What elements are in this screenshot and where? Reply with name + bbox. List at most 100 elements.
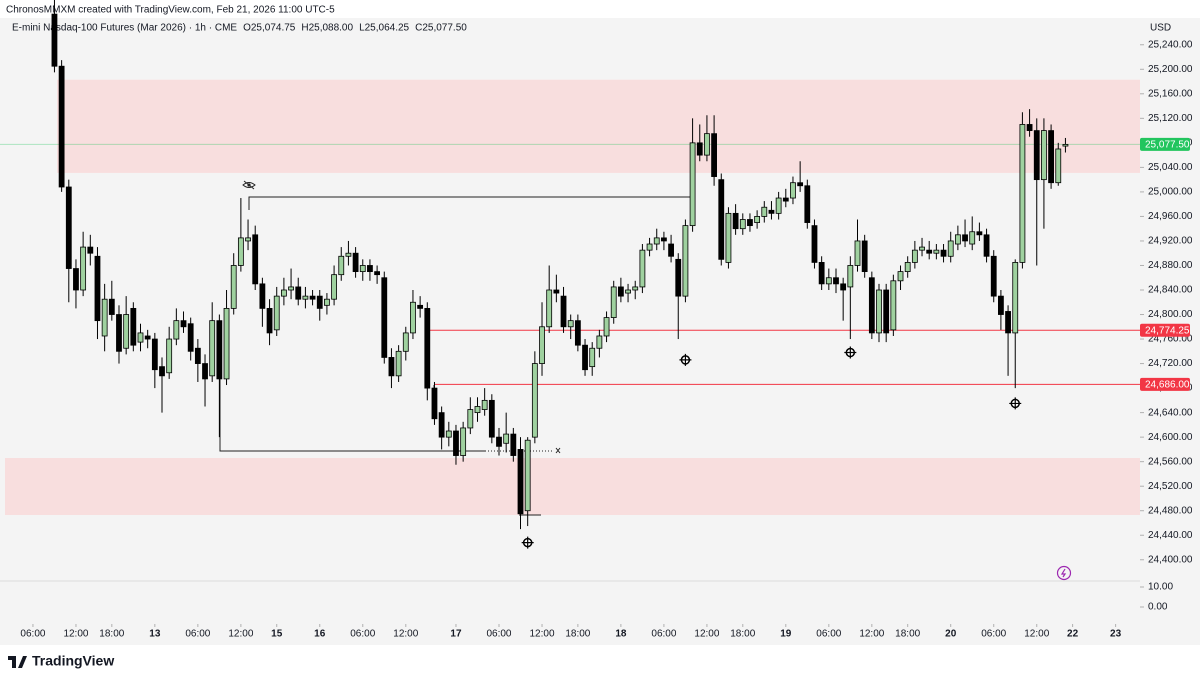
candle-body (1041, 130, 1047, 181)
x-tick-label: 16 (314, 629, 326, 640)
target-marker (521, 536, 534, 549)
x-tick-label: 06:00 (651, 629, 676, 640)
x-tick-label: 19 (780, 629, 792, 640)
candle-body (574, 320, 581, 346)
y-tick-label: 24,880.00 (1148, 260, 1193, 271)
candle-body (732, 212, 739, 230)
y-tick-label: 24,960.00 (1148, 211, 1193, 222)
candle-body (782, 197, 789, 202)
header-strip (0, 0, 1200, 18)
candle-body (947, 240, 954, 257)
candle-body (661, 237, 667, 242)
candle-body (625, 289, 631, 294)
candle-body (969, 231, 976, 245)
x-tick-label: 06:00 (185, 629, 210, 640)
candle-body (230, 265, 237, 309)
candle-body (481, 399, 488, 410)
candle-body (725, 212, 732, 263)
candle-body (216, 320, 223, 380)
candle-body (639, 249, 646, 288)
candle-body (854, 240, 861, 266)
candle-body (316, 295, 323, 309)
candle-body (374, 271, 381, 276)
candle-body (704, 133, 710, 156)
candle-body (1048, 130, 1054, 184)
candle-body (603, 317, 610, 337)
candle-body (811, 225, 818, 263)
y-tick-label: 24,800.00 (1148, 309, 1193, 320)
volume-tick-label: 10.00 (1148, 582, 1173, 593)
candle-body (711, 133, 717, 177)
candle-body (51, 13, 58, 67)
candle-body (273, 295, 280, 331)
y-tick-label: 25,000.00 (1148, 187, 1193, 198)
y-tick-label: 24,480.00 (1148, 505, 1193, 516)
zone (57, 79, 1140, 173)
candle-body (280, 289, 287, 297)
x-tick-label: 12:00 (63, 629, 88, 640)
candle-body (460, 427, 467, 456)
candle-body (926, 249, 933, 254)
candle-body (94, 255, 101, 322)
x-tick-label: 20 (945, 629, 957, 640)
x-tick-label: 23 (1110, 629, 1122, 640)
candle-body (151, 338, 158, 371)
candle-body (101, 298, 108, 337)
candle-body (911, 249, 918, 263)
candle-body (1055, 148, 1062, 184)
candle-body (223, 307, 230, 380)
candle-body (617, 286, 624, 297)
candle-body (144, 335, 151, 340)
candles (51, 0, 1069, 530)
candle-body (847, 265, 854, 288)
candle-body (352, 252, 359, 273)
candle-body (324, 298, 330, 306)
candle-body (747, 219, 753, 227)
candle-body (474, 406, 481, 414)
axes: 25,240.00 25,200.00 25,160.00 25,120.00 25,0… (20, 39, 1192, 639)
x-tick-label: 06:00 (486, 629, 511, 640)
y-tick-label: 24,920.00 (1148, 236, 1193, 247)
candle-body (818, 262, 825, 285)
x-tick-label: 22 (1067, 629, 1079, 640)
candle-body (546, 289, 553, 328)
y-tick-label: 24,840.00 (1148, 285, 1193, 296)
candle-body (890, 280, 897, 331)
candle-body (553, 289, 560, 294)
y-tick-label: 25,240.00 (1148, 39, 1193, 50)
candle-body (187, 323, 194, 352)
y-tick-label: 24,640.00 (1148, 407, 1193, 418)
candle-body (259, 283, 266, 309)
candle-body (833, 277, 839, 285)
x-tick-label: 18:00 (99, 629, 124, 640)
candle-body (58, 65, 65, 188)
candle-body (696, 142, 703, 156)
candle-body (130, 307, 137, 346)
price-badge (1140, 377, 1190, 391)
x-tick-label: 18 (615, 629, 627, 640)
candle-body (1005, 311, 1011, 334)
markers (521, 346, 1022, 549)
candle-body (610, 286, 617, 318)
x-tick-label: 13 (149, 629, 161, 640)
candle-body (80, 246, 87, 291)
candle-body (116, 314, 122, 352)
y-tick-label: 24,720.00 (1148, 358, 1193, 369)
target-marker (679, 353, 692, 366)
candle-body (790, 182, 796, 199)
ohlc-value: H25,088.00 (301, 23, 353, 34)
volume-tick-label: 0.00 (1148, 602, 1168, 613)
candle-body (983, 234, 990, 257)
candle-body (517, 449, 524, 515)
x-tick-label: 12:00 (1024, 629, 1049, 640)
y-tick-label: 24,440.00 (1148, 530, 1193, 541)
candle-body (302, 295, 309, 300)
candle-body (675, 258, 682, 297)
candle-body (73, 268, 79, 291)
y-tick-label: 25,160.00 (1148, 88, 1193, 99)
candle-body (990, 255, 997, 297)
candle-body (539, 326, 545, 364)
candle-body (496, 436, 502, 447)
candle-body (417, 304, 424, 309)
candle-body (410, 301, 416, 334)
